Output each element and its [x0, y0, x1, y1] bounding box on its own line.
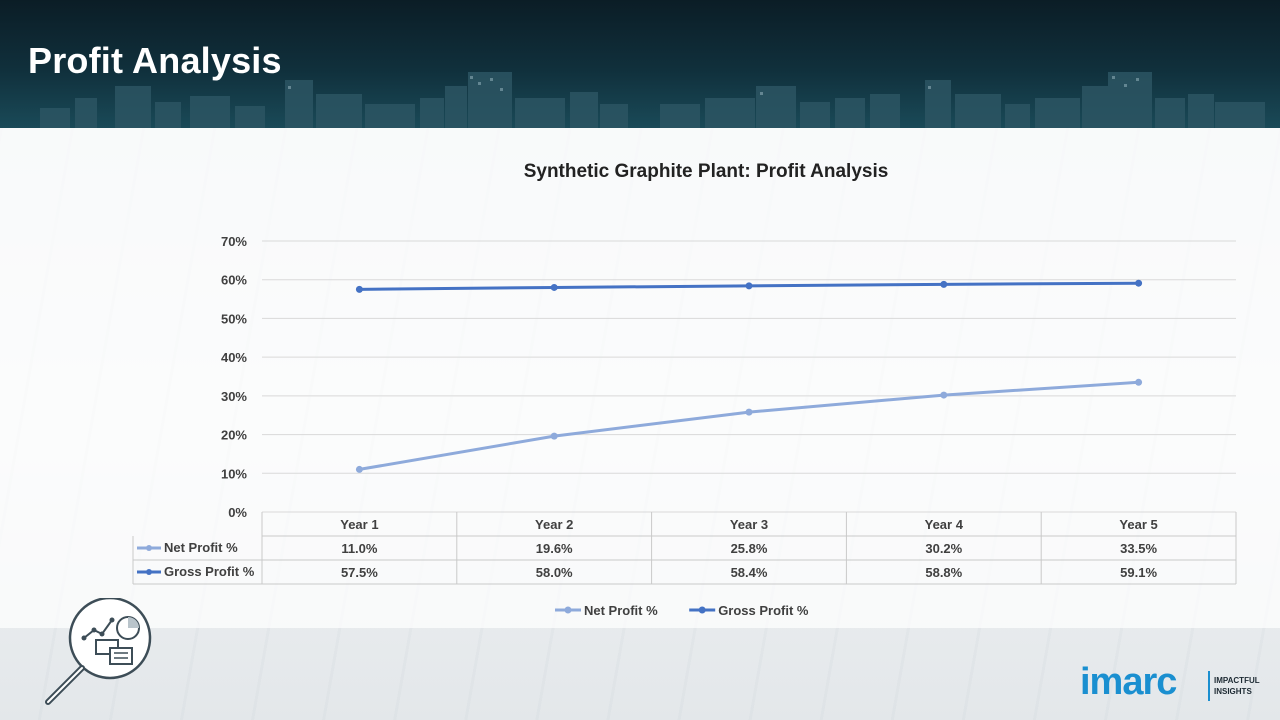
- table-cell-value: 33.5%: [1120, 541, 1157, 556]
- chart-title: Synthetic Graphite Plant: Profit Analysi…: [524, 161, 889, 182]
- data-point: [550, 283, 558, 291]
- x-category-label: Year 5: [1119, 517, 1157, 532]
- table-series-label: Net Profit %: [164, 540, 238, 555]
- city-skyline-graphic: [40, 72, 1265, 128]
- legend-key-marker: [698, 606, 706, 614]
- logo-divider: [1208, 671, 1210, 701]
- y-tick-label: 50%: [221, 311, 247, 326]
- data-point: [745, 408, 753, 416]
- data-point: [355, 465, 363, 473]
- legend-entry: Gross Profit %: [718, 603, 809, 618]
- table-cell-value: 11.0%: [341, 541, 378, 556]
- logo-tagline: IMPACTFUL INSIGHTS: [1214, 675, 1260, 697]
- y-tick-label: 60%: [221, 273, 247, 288]
- y-tick-label: 30%: [221, 389, 247, 404]
- x-category-label: Year 1: [340, 517, 378, 532]
- data-point: [1135, 279, 1143, 287]
- legend-entry: Net Profit %: [584, 603, 658, 618]
- x-category-label: Year 2: [535, 517, 573, 532]
- table-cell-value: 19.6%: [536, 541, 573, 556]
- data-point: [355, 285, 363, 293]
- table-legend-key-marker: [146, 569, 152, 575]
- table-cell-value: 59.1%: [1120, 565, 1157, 580]
- profit-chart: Synthetic Graphite Plant: Profit Analysi…: [132, 161, 1237, 618]
- y-tick-label: 40%: [221, 350, 247, 365]
- data-point: [940, 391, 948, 399]
- table-cell-value: 58.8%: [925, 565, 962, 580]
- y-tick-label: 20%: [221, 428, 247, 443]
- logo-wordmark: imarc: [1080, 661, 1177, 703]
- y-tick-label: 0%: [228, 505, 247, 520]
- page-title: Profit Analysis: [28, 40, 282, 81]
- header-banner: Profit Analysis: [0, 0, 1280, 128]
- chart-panel: Synthetic Graphite Plant: Profit Analysi…: [0, 128, 1280, 628]
- data-point: [745, 282, 753, 290]
- x-category-label: Year 4: [925, 517, 964, 532]
- y-tick-label: 70%: [221, 234, 247, 249]
- x-category-label: Year 3: [730, 517, 768, 532]
- logo-tagline-line1: IMPACTFUL: [1214, 676, 1260, 685]
- table-cell-value: 58.0%: [536, 565, 573, 580]
- table-cell-value: 30.2%: [925, 541, 962, 556]
- imarc-logo: imarc IMPACTFUL INSIGHTS: [1080, 661, 1260, 705]
- logo-tagline-line2: INSIGHTS: [1214, 687, 1252, 696]
- table-legend-key-marker: [146, 545, 152, 551]
- analytics-magnifier-icon: [45, 598, 152, 705]
- data-point: [1135, 378, 1143, 386]
- table-cell-value: 58.4%: [731, 565, 768, 580]
- data-point: [940, 280, 948, 288]
- y-tick-label: 10%: [221, 466, 247, 481]
- table-cell-value: 57.5%: [341, 565, 378, 580]
- data-point: [550, 432, 558, 440]
- table-cell-value: 25.8%: [731, 541, 768, 556]
- legend-key-marker: [564, 606, 572, 614]
- table-series-label: Gross Profit %: [164, 564, 255, 579]
